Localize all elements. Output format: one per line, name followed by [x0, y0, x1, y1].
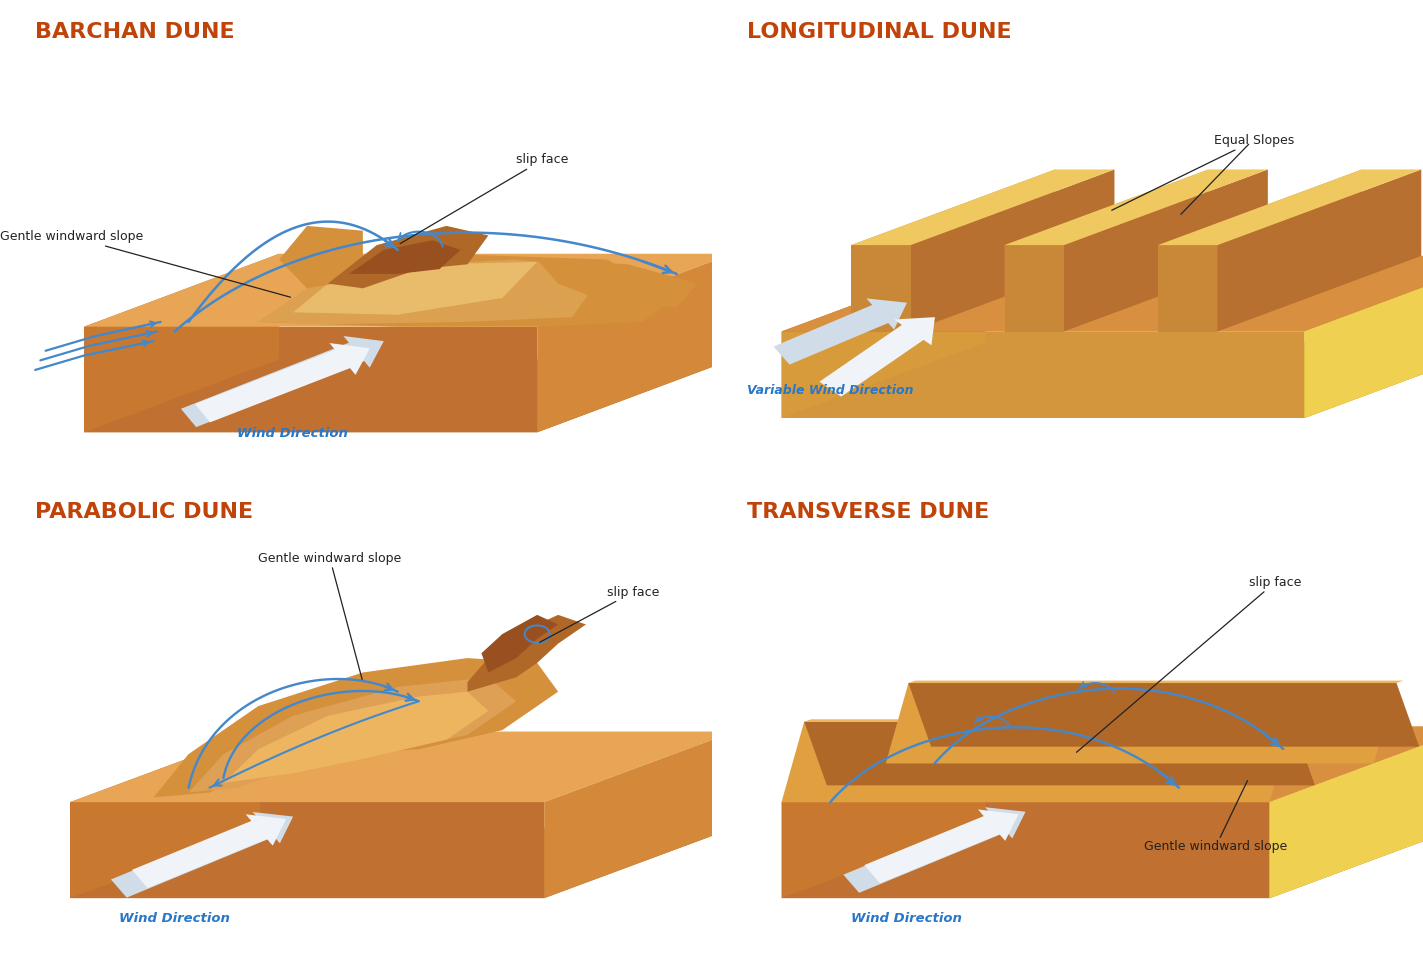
Polygon shape	[70, 827, 734, 898]
Polygon shape	[1305, 256, 1423, 417]
Text: Wind Direction: Wind Direction	[851, 912, 962, 925]
Polygon shape	[781, 256, 1423, 331]
Polygon shape	[279, 225, 363, 288]
Polygon shape	[781, 802, 1269, 898]
Polygon shape	[911, 170, 1114, 331]
Text: slip face: slip face	[539, 586, 659, 642]
Polygon shape	[223, 692, 488, 783]
Polygon shape	[1158, 245, 1217, 331]
Polygon shape	[804, 719, 1299, 721]
Text: Wind Direction: Wind Direction	[238, 427, 349, 440]
Text: BARCHAN DUNE: BARCHAN DUNE	[36, 22, 235, 42]
Polygon shape	[467, 614, 586, 692]
Text: TRANSVERSE DUNE: TRANSVERSE DUNE	[747, 502, 989, 522]
Polygon shape	[1005, 170, 1268, 245]
Polygon shape	[1305, 256, 1423, 417]
Polygon shape	[1305, 256, 1423, 417]
Polygon shape	[327, 225, 488, 288]
Polygon shape	[1158, 170, 1362, 331]
Polygon shape	[84, 254, 733, 326]
Polygon shape	[844, 808, 1026, 893]
Polygon shape	[781, 726, 986, 898]
Polygon shape	[781, 256, 986, 417]
Polygon shape	[781, 331, 1305, 417]
Polygon shape	[1217, 170, 1422, 331]
Polygon shape	[908, 683, 1419, 747]
Polygon shape	[908, 681, 1403, 683]
Polygon shape	[84, 254, 279, 432]
Polygon shape	[1269, 726, 1423, 898]
Polygon shape	[181, 336, 384, 427]
Polygon shape	[259, 255, 677, 326]
Polygon shape	[188, 677, 517, 793]
Polygon shape	[538, 260, 697, 308]
Polygon shape	[781, 342, 1423, 417]
Text: slip face: slip face	[1076, 576, 1301, 753]
Polygon shape	[885, 683, 1396, 763]
Text: PARABOLIC DUNE: PARABOLIC DUNE	[36, 502, 253, 522]
Polygon shape	[84, 360, 733, 432]
Polygon shape	[1269, 726, 1423, 898]
Polygon shape	[111, 812, 293, 898]
Text: Gentle windward slope: Gentle windward slope	[1144, 781, 1288, 854]
Polygon shape	[781, 331, 1305, 417]
Polygon shape	[132, 814, 286, 888]
Polygon shape	[1269, 726, 1423, 898]
Polygon shape	[259, 260, 608, 324]
Polygon shape	[1005, 245, 1064, 331]
Polygon shape	[154, 659, 558, 798]
Polygon shape	[1158, 170, 1422, 245]
Polygon shape	[1064, 170, 1268, 331]
Polygon shape	[293, 262, 538, 315]
Polygon shape	[349, 240, 461, 273]
Polygon shape	[544, 731, 734, 898]
Polygon shape	[851, 170, 1056, 331]
Text: Gentle windward slope: Gentle windward slope	[0, 230, 290, 297]
Polygon shape	[70, 731, 260, 898]
Polygon shape	[781, 726, 1423, 802]
Polygon shape	[851, 170, 1114, 245]
Polygon shape	[804, 721, 1315, 785]
Polygon shape	[781, 721, 1292, 802]
Polygon shape	[538, 254, 733, 432]
Polygon shape	[781, 822, 1423, 898]
Text: slip face: slip face	[400, 154, 569, 244]
Text: Gentle windward slope: Gentle windward slope	[259, 552, 401, 679]
Polygon shape	[774, 299, 906, 365]
Polygon shape	[70, 731, 734, 802]
Text: Wind Direction: Wind Direction	[120, 912, 229, 925]
Polygon shape	[864, 809, 1019, 883]
Polygon shape	[851, 245, 911, 331]
Polygon shape	[781, 256, 1423, 331]
Polygon shape	[84, 326, 538, 432]
Polygon shape	[70, 802, 544, 898]
Polygon shape	[820, 318, 935, 397]
Polygon shape	[1005, 170, 1208, 331]
Text: Equal Slopes: Equal Slopes	[1111, 134, 1294, 211]
Text: LONGITUDINAL DUNE: LONGITUDINAL DUNE	[747, 22, 1012, 42]
Polygon shape	[195, 343, 370, 422]
Polygon shape	[481, 614, 558, 672]
Text: Variable Wind Direction: Variable Wind Direction	[747, 384, 914, 397]
Polygon shape	[781, 726, 1423, 802]
